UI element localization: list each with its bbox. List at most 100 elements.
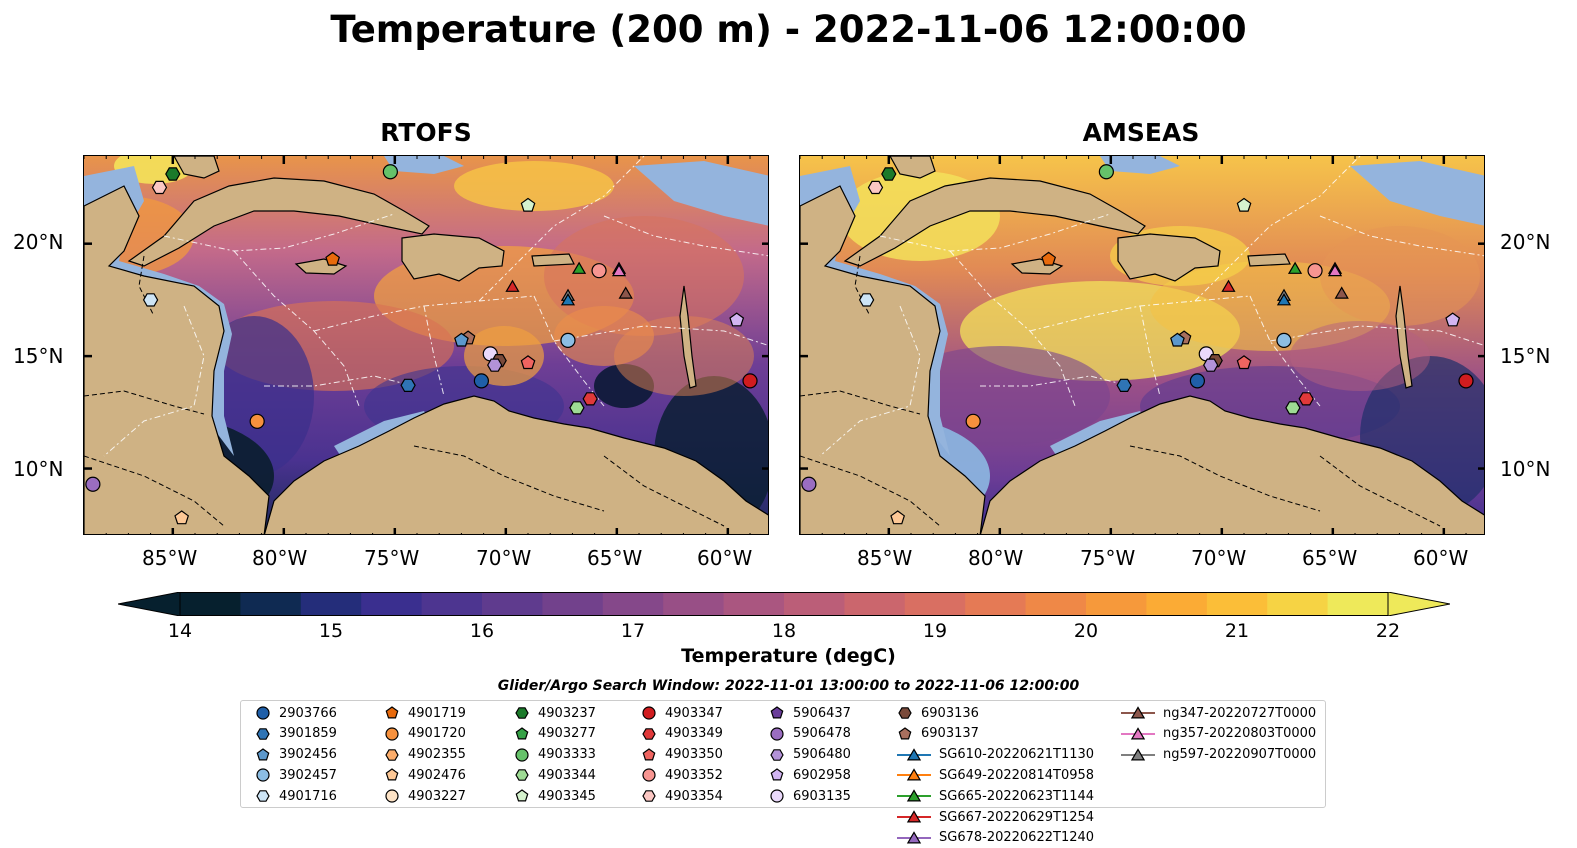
legend-hexagon-icon[interactable] <box>642 727 656 740</box>
legend-item-label: 4901716 <box>279 788 337 804</box>
marker-ng347-20220727T0000[interactable] <box>1334 286 1349 299</box>
colorbar-tick-label: 22 <box>1375 620 1401 642</box>
legend-item: 6902958 <box>769 765 851 785</box>
marker-4903354[interactable] <box>867 180 884 195</box>
marker-4901716[interactable] <box>858 293 875 307</box>
marker-4903344[interactable] <box>1285 401 1301 415</box>
legend-item-label: 4901719 <box>408 705 466 721</box>
marker-4901716[interactable] <box>142 293 159 307</box>
legend-hexagon-icon[interactable] <box>515 707 529 719</box>
marker-5906480[interactable] <box>1203 358 1219 372</box>
marker-4901720[interactable] <box>965 413 981 429</box>
legend-circle-icon[interactable] <box>642 768 656 782</box>
marker-4903237[interactable] <box>881 167 897 181</box>
marker-3902457[interactable] <box>560 332 576 348</box>
legend-triangle-icon[interactable] <box>906 789 922 802</box>
legend-circle-icon[interactable] <box>770 789 784 803</box>
marker-ng357-20220803T0000[interactable] <box>1327 263 1343 277</box>
marker-3902456[interactable] <box>454 332 469 347</box>
marker-ng347-20220727T0000[interactable] <box>618 286 633 299</box>
marker-4903352[interactable] <box>1307 263 1323 279</box>
marker-2903766[interactable] <box>473 373 489 389</box>
legend-hexagon-icon[interactable] <box>642 790 656 802</box>
legend-marker-icon <box>256 727 270 740</box>
marker-5906478[interactable] <box>85 476 101 492</box>
marker-3901859[interactable] <box>400 378 416 392</box>
legend-circle-icon[interactable] <box>385 727 399 741</box>
legend-circle-icon[interactable] <box>256 706 270 720</box>
legend-pentagon-icon[interactable] <box>770 706 784 719</box>
marker-5906480[interactable] <box>487 358 503 372</box>
marker-SG610-20220621T1130[interactable] <box>560 293 576 306</box>
marker-SG667-20220629T1254[interactable] <box>505 279 520 292</box>
marker-4903344[interactable] <box>569 401 585 415</box>
marker-ng357-20220803T0000[interactable] <box>611 263 627 277</box>
marker-5906478[interactable] <box>801 476 817 492</box>
y-tick-label-left: 10°N <box>13 457 64 481</box>
colorbar-tick-label: 17 <box>620 620 646 642</box>
amseas-map[interactable] <box>799 155 1485 535</box>
legend-triangle-icon[interactable] <box>906 810 922 823</box>
legend-hexagon-icon[interactable] <box>256 790 270 802</box>
legend-hexagon-icon[interactable] <box>256 727 270 740</box>
legend-triangle-icon[interactable] <box>1130 747 1146 761</box>
legend-item-label: 4903333 <box>538 747 596 763</box>
marker-4902476[interactable] <box>890 510 906 525</box>
marker-4901719[interactable] <box>325 251 341 266</box>
legend-hexagon-icon[interactable] <box>770 748 784 761</box>
legend-hexagon-icon[interactable] <box>898 707 912 719</box>
x-tick-label: 60°W <box>697 546 753 570</box>
marker-4903347[interactable] <box>742 373 758 389</box>
legend-triangle-icon[interactable] <box>1130 727 1146 740</box>
marker-SG665-20220623T1144[interactable] <box>571 261 587 274</box>
marker-4903237[interactable] <box>165 167 181 181</box>
legend-pentagon-icon[interactable] <box>515 789 529 802</box>
marker-3901859[interactable] <box>1116 378 1132 392</box>
marker-4903349[interactable] <box>582 392 598 406</box>
legend-pentagon-icon[interactable] <box>642 747 656 761</box>
legend-pentagon-icon[interactable] <box>385 706 399 719</box>
x-tick-label: 75°W <box>364 546 420 570</box>
legend-circle-icon[interactable] <box>256 768 270 782</box>
legend-pentagon-icon[interactable] <box>770 768 784 781</box>
colorbar-segment <box>602 592 664 616</box>
legend-pentagon-icon[interactable] <box>385 768 399 781</box>
legend-item-label: 4902355 <box>408 747 466 763</box>
marker-4903350[interactable] <box>1236 355 1252 370</box>
marker-SG610-20220621T1130[interactable] <box>1276 293 1292 306</box>
marker-4901719[interactable] <box>1041 251 1057 266</box>
marker-2903766[interactable] <box>1189 373 1205 389</box>
legend-hexagon-icon[interactable] <box>515 769 529 782</box>
marker-4903333[interactable] <box>1098 164 1114 180</box>
legend-triangle-icon[interactable] <box>906 768 922 781</box>
marker-4902476[interactable] <box>174 510 190 525</box>
marker-6902958[interactable] <box>729 312 745 327</box>
marker-4903347[interactable] <box>1458 373 1474 389</box>
legend-hexagon-icon[interactable] <box>385 748 399 761</box>
rtofs-map[interactable] <box>83 155 769 535</box>
legend-circle-icon[interactable] <box>515 747 529 762</box>
marker-6902958[interactable] <box>1445 312 1461 327</box>
legend-pentagon-icon[interactable] <box>256 747 270 761</box>
legend-triangle-icon[interactable] <box>1130 706 1146 719</box>
legend-pentagon-icon[interactable] <box>898 727 912 740</box>
legend-marker-icon <box>385 768 399 781</box>
marker-3902456[interactable] <box>1170 332 1185 347</box>
legend-marker-icon <box>642 768 656 782</box>
marker-4901720[interactable] <box>249 413 265 429</box>
marker-4903349[interactable] <box>1298 392 1314 406</box>
legend-circle-icon[interactable] <box>642 706 656 720</box>
marker-4903345[interactable] <box>520 197 536 212</box>
marker-4903350[interactable] <box>520 355 536 370</box>
legend-circle-icon[interactable] <box>770 727 784 741</box>
marker-SG667-20220629T1254[interactable] <box>1221 279 1236 292</box>
marker-4903354[interactable] <box>151 180 168 195</box>
marker-SG665-20220623T1144[interactable] <box>1287 261 1303 274</box>
marker-4903345[interactable] <box>1236 197 1252 212</box>
legend-pentagon-icon[interactable] <box>515 727 529 740</box>
marker-3902457[interactable] <box>1276 332 1292 348</box>
marker-4903352[interactable] <box>591 263 607 279</box>
marker-4903333[interactable] <box>382 164 398 180</box>
legend-triangle-icon[interactable] <box>906 747 922 761</box>
legend-circle-icon[interactable] <box>385 789 399 803</box>
